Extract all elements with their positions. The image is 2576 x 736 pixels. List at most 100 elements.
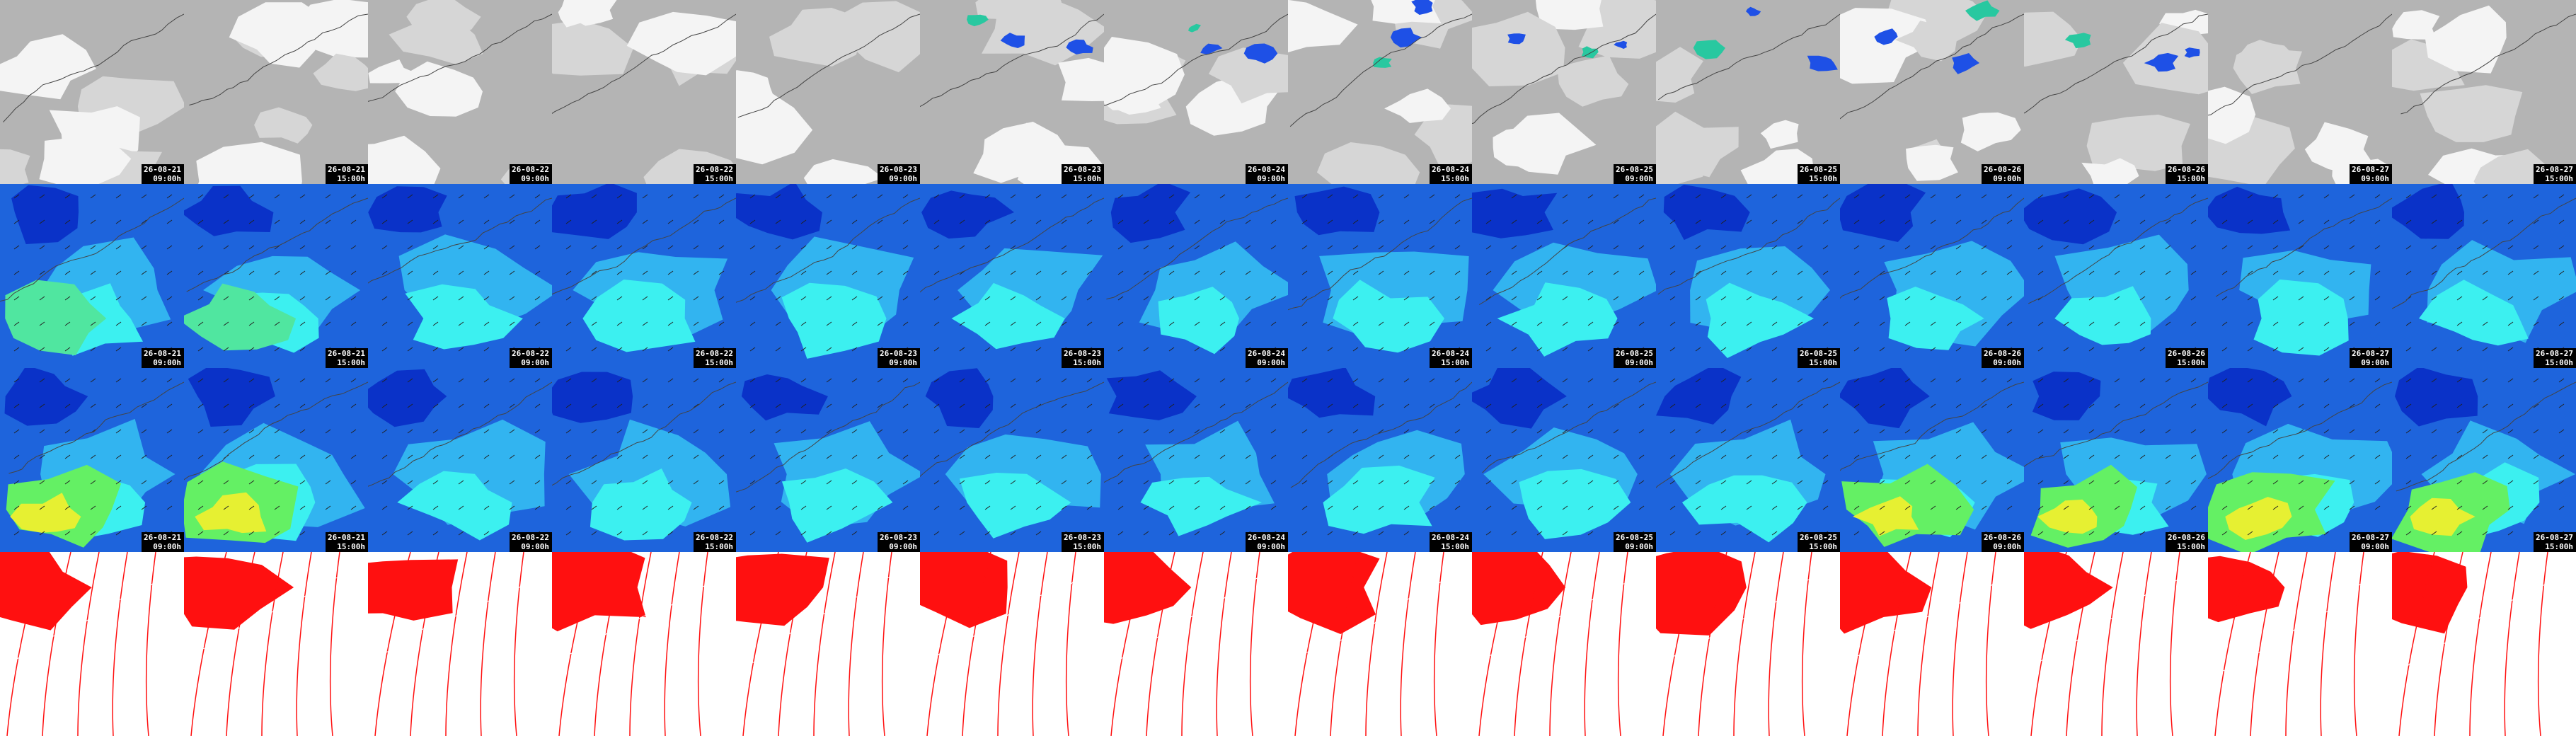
wind-arrow (2323, 321, 2330, 326)
wind-arrow (984, 403, 991, 408)
wind-arrow (959, 245, 965, 250)
wind-arrow (1270, 270, 1277, 275)
field-blob (0, 34, 96, 100)
wind-arrow (1669, 194, 1676, 199)
wind-arrow (381, 480, 388, 485)
wind-arrow (1720, 296, 1727, 301)
wind-arrow (1695, 480, 1701, 485)
isobar (697, 552, 708, 736)
panel-content (368, 184, 552, 368)
wind-arrow (2374, 505, 2381, 510)
wind-arrow (2349, 270, 2355, 275)
wind-arrow (2272, 270, 2279, 275)
wind-arrow (1930, 480, 1936, 485)
wind-arrow (90, 194, 96, 199)
wind-arrow (13, 454, 20, 459)
wind-arrow (1086, 219, 1093, 224)
wind-arrow (1536, 454, 1543, 459)
wind-arrow (2533, 403, 2539, 408)
wind-arrow (1378, 429, 1384, 434)
wind-arrow (718, 454, 725, 459)
wind-arrow (1669, 219, 1676, 224)
map-panel (2024, 552, 2208, 736)
wind-arrow (223, 403, 229, 408)
wind-arrow (1168, 403, 1175, 408)
field-blob (1960, 112, 2021, 151)
field-blob (1656, 368, 1742, 425)
wind-arrow (1797, 219, 1803, 224)
wind-arrow (2247, 378, 2253, 383)
wind-arrow (1955, 321, 1962, 326)
wind-arrow (483, 480, 490, 485)
field-blob (2208, 86, 2256, 144)
wind-arrow (1454, 505, 1461, 510)
wind-arrow (1010, 296, 1016, 301)
time-label: 15:00h (337, 174, 365, 183)
wind-arrow (509, 270, 515, 275)
wind-arrow (197, 347, 204, 352)
wind-arrow (1771, 531, 1778, 536)
wind-arrow (642, 194, 648, 199)
wind-arrow (325, 270, 331, 275)
field-blob (2420, 85, 2523, 142)
wind-arrow (933, 296, 940, 301)
wind-arrow (1746, 194, 1752, 199)
wind-arrow (1853, 347, 1860, 352)
wind-arrow (1981, 454, 1987, 459)
time-label: 09:00h (889, 174, 917, 183)
wind-arrow (509, 403, 515, 408)
panel-content (1656, 184, 1840, 368)
wind-arrow (1536, 321, 1543, 326)
wind-arrow (1454, 429, 1461, 434)
wind-arrow (749, 429, 756, 434)
wind-arrow (1797, 429, 1803, 434)
wind-arrow (2558, 194, 2565, 199)
date-label: 26-08-25 (1616, 165, 1653, 174)
date-label: 26-08-23 (880, 533, 917, 542)
wind-arrow (509, 321, 515, 326)
wind-arrow (1853, 245, 1860, 250)
wind-arrow (509, 245, 515, 250)
field-blob (2410, 498, 2476, 536)
wind-arrow (1981, 296, 1987, 301)
label-box (142, 532, 184, 552)
wind-arrow (984, 505, 991, 510)
wind-arrow (2139, 454, 2146, 459)
wind-arrow (984, 347, 991, 352)
wind-arrow (2190, 480, 2197, 485)
wind-arrow (1219, 219, 1226, 224)
wind-arrow (90, 378, 96, 383)
wind-arrow (1194, 347, 1200, 352)
wind-arrow (115, 219, 122, 224)
wind-arrow (1194, 454, 1200, 459)
coastline (1846, 565, 2024, 660)
wind-arrow (350, 296, 357, 301)
wind-arrow (1219, 270, 1226, 275)
wind-arrow (1955, 296, 1962, 301)
wind-arrow (2405, 454, 2412, 459)
map-panel (1104, 552, 1288, 736)
wind-arrow (1143, 531, 1149, 536)
label-box (1430, 348, 1472, 368)
wind-arrow (749, 403, 756, 408)
field-blob (389, 3, 483, 65)
wind-arrow (534, 321, 541, 326)
wind-arrow (616, 219, 623, 224)
wind-arrow (1536, 403, 1543, 408)
wind-arrow (591, 454, 597, 459)
wind-arrow (2165, 454, 2171, 459)
coastline (184, 565, 368, 662)
wind-arrow (693, 245, 699, 250)
wind-arrow (1117, 270, 1124, 275)
wind-arrow (1429, 296, 1435, 301)
field-blob (1614, 40, 1628, 49)
wind-arrow (1955, 194, 1962, 199)
wind-arrow (1454, 480, 1461, 485)
wind-arrow (1245, 270, 1251, 275)
panel-content (2392, 184, 2576, 368)
wind-arrow (1378, 378, 1384, 383)
coastline (2392, 565, 2576, 677)
field-blob (736, 88, 813, 165)
wind-arrow (1429, 321, 1435, 326)
